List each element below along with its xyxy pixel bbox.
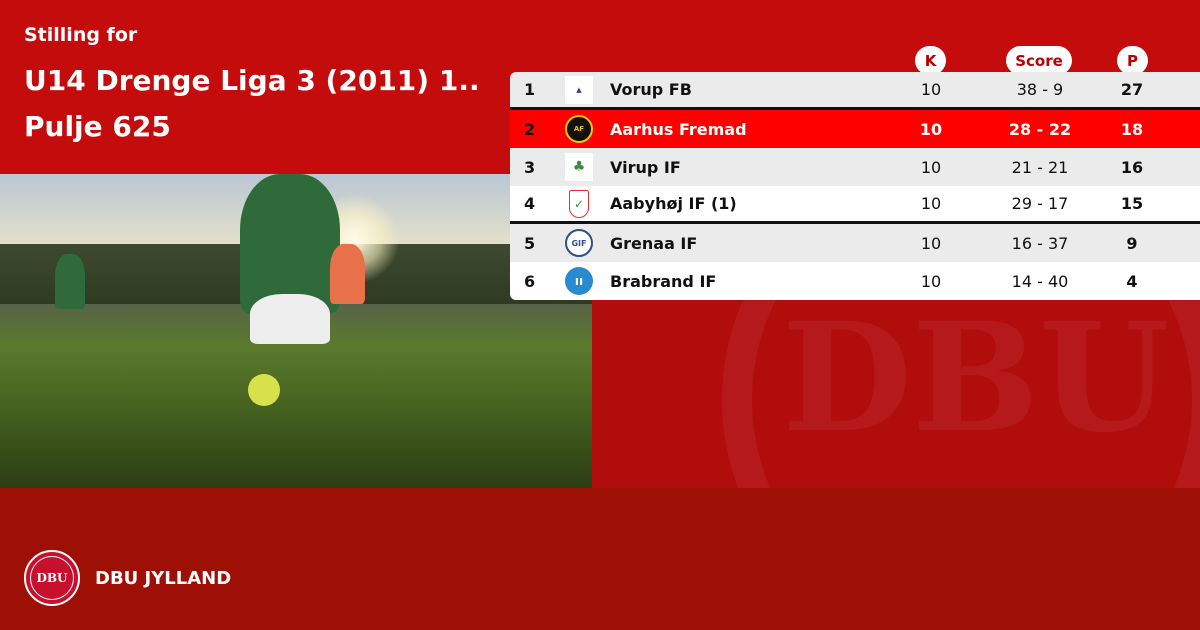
aarhus-fremad-crest-icon: AF — [565, 115, 593, 143]
score: 21 - 21 — [1011, 157, 1069, 177]
football-photo — [0, 174, 592, 488]
matches: 10 — [919, 119, 943, 139]
page-title: U14 Drenge Liga 3 (2011) 1.. Pulje 625 — [24, 58, 480, 150]
table-row[interactable]: 3 ♣ Virup IF 10 21 - 21 16 — [510, 148, 1200, 186]
points: 16 — [1120, 157, 1144, 177]
table-row[interactable]: 5 GIF Grenaa IF 10 16 - 37 9 — [510, 224, 1200, 262]
points: 4 — [1126, 271, 1138, 291]
score: 38 - 9 — [1016, 80, 1064, 99]
column-header-k: K — [915, 46, 946, 75]
title-line-2: Pulje 625 — [24, 110, 171, 143]
page-subtitle: Stilling for — [24, 24, 138, 46]
matches: 10 — [920, 80, 942, 99]
points: 18 — [1120, 119, 1144, 139]
position: 4 — [524, 194, 536, 213]
team-name: Grenaa IF — [610, 233, 698, 253]
table-row[interactable]: 4 ✓ Aabyhøj IF (1) 10 29 - 17 15 — [510, 186, 1200, 224]
team-name: Aarhus Fremad — [610, 119, 747, 139]
grenaa-if-crest-icon: GIF — [565, 229, 593, 257]
team-name: Virup IF — [610, 157, 681, 177]
brabrand-if-crest-icon: ıı — [565, 267, 593, 295]
position: 2 — [524, 119, 536, 139]
standings-table: 1 ▲ Vorup FB 10 38 - 9 27 2 AF Aarhus Fr… — [510, 72, 1200, 300]
brand-name: DBU JYLLAND — [95, 568, 232, 589]
table-row-highlighted[interactable]: 2 AF Aarhus Fremad 10 28 - 22 18 — [510, 110, 1200, 148]
position: 6 — [524, 271, 536, 291]
title-line-1: U14 Drenge Liga 3 (2011) 1.. — [24, 64, 480, 97]
player-shorts — [250, 294, 330, 344]
matches: 10 — [920, 271, 942, 291]
score: 28 - 22 — [1008, 119, 1072, 139]
position: 1 — [524, 80, 536, 99]
position: 3 — [524, 157, 536, 177]
team-name: Aabyhøj IF (1) — [610, 194, 737, 213]
aabyhoj-if-crest-icon: ✓ — [569, 189, 589, 218]
dbu-logo: DBU — [24, 550, 80, 606]
score: 14 - 40 — [1011, 271, 1069, 291]
matches: 10 — [920, 194, 942, 213]
column-header-p: P — [1117, 46, 1148, 75]
table-row[interactable]: 6 ıı Brabrand IF 10 14 - 40 4 — [510, 262, 1200, 300]
column-header-score: Score — [1006, 46, 1072, 75]
points: 15 — [1120, 194, 1144, 213]
player — [240, 174, 340, 314]
team-name: Brabrand IF — [610, 271, 717, 291]
points: 9 — [1126, 233, 1138, 253]
dbu-watermark: DBU — [592, 300, 1200, 488]
player — [55, 254, 85, 309]
points: 27 — [1120, 80, 1144, 99]
football — [248, 374, 280, 406]
footer-background — [0, 488, 1200, 630]
player — [330, 244, 365, 304]
vorup-fb-crest-icon: ▲ — [565, 75, 593, 104]
score: 29 - 17 — [1011, 194, 1069, 213]
table-row[interactable]: 1 ▲ Vorup FB 10 38 - 9 27 — [510, 72, 1200, 110]
matches: 10 — [920, 233, 942, 253]
team-name: Vorup FB — [610, 80, 692, 99]
position: 5 — [524, 233, 536, 253]
virup-if-crest-icon: ♣ — [565, 153, 593, 181]
score: 16 - 37 — [1011, 233, 1069, 253]
matches: 10 — [920, 157, 942, 177]
